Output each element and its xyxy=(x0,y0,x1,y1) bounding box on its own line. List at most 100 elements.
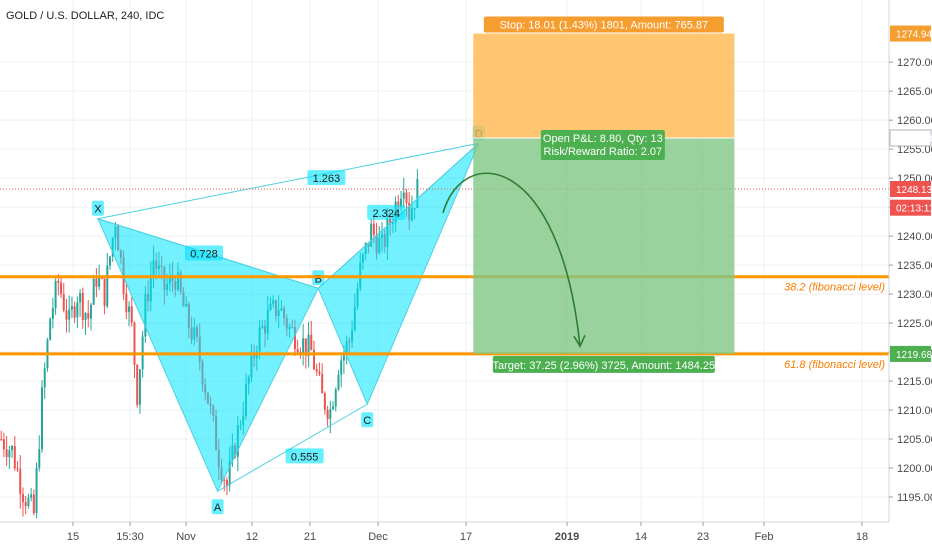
candle-body xyxy=(13,446,16,469)
candle-body xyxy=(24,502,27,507)
price-tick-label: 1215.00 xyxy=(897,376,932,388)
short-position[interactable]: Stop: 18.01 (1.43%) 1801, Amount: 765.87… xyxy=(473,16,735,373)
candle-body xyxy=(70,306,73,310)
price-badge-text: 1256.93 xyxy=(896,134,932,145)
candle-body xyxy=(8,450,11,458)
pattern-line-ac xyxy=(217,403,368,492)
candle-body xyxy=(370,223,373,247)
price-badge-bg xyxy=(890,180,931,197)
target-zone[interactable] xyxy=(473,137,735,354)
candle-body xyxy=(321,373,324,394)
price-tick-label: 1210.00 xyxy=(897,405,932,417)
target-label-bg xyxy=(492,355,715,373)
projection-path[interactable] xyxy=(442,172,581,347)
price-tick-label: 1230.00 xyxy=(897,289,932,301)
price-badges: 1274.94 1256.93 1248.13 02:13:11 1219.68 xyxy=(889,25,932,362)
candle-body xyxy=(416,179,419,209)
candle-body xyxy=(98,277,101,287)
candle-body xyxy=(54,280,57,309)
candle-body xyxy=(296,349,299,352)
pattern-point-a[interactable]: A xyxy=(211,499,224,515)
time-tick-label: 14 xyxy=(635,531,647,543)
candle-body xyxy=(125,293,128,313)
candle-body xyxy=(402,192,405,199)
fib-label: 38.2 (fibonacci level) xyxy=(784,282,885,294)
candle-body xyxy=(95,278,98,287)
candle-body xyxy=(332,406,335,410)
candle-body xyxy=(103,278,106,307)
candle-body xyxy=(225,480,228,486)
stop-label-bg xyxy=(483,16,724,33)
pattern-point-x[interactable]: X xyxy=(91,200,104,216)
candle-body xyxy=(89,304,92,319)
projection-arrow[interactable] xyxy=(442,172,586,348)
candle-body xyxy=(400,198,403,208)
target-label: Target: 37.25 (2.96%) 3725, Amount: 1484… xyxy=(492,355,715,373)
time-tick-label: 2019 xyxy=(555,531,579,543)
candle-body xyxy=(313,350,315,370)
candle-body xyxy=(35,467,38,514)
price-tick-label: 1260.00 xyxy=(897,115,932,127)
price-badge-bg xyxy=(890,25,931,42)
projection-arrowhead xyxy=(573,334,586,348)
candle-body xyxy=(57,280,60,283)
time-tick-label: Feb xyxy=(755,531,774,543)
time-tick-label: 21 xyxy=(304,531,316,543)
pattern-point-badge xyxy=(91,200,104,216)
pattern-ratio-label: 2.324 xyxy=(372,208,400,220)
pattern-ratio-badge xyxy=(185,245,223,261)
pattern-ratio: 0.728 xyxy=(185,245,223,261)
price-badge-plain: 1256.93 xyxy=(889,129,932,147)
candle-body xyxy=(128,306,131,313)
candle-body xyxy=(302,338,305,353)
candle-body xyxy=(372,223,375,235)
price-badge-text: 1274.94 xyxy=(896,30,932,41)
price-badge-text: 1248.13 xyxy=(896,185,932,196)
candle-body xyxy=(76,302,79,318)
pattern-ratio-label: 0.555 xyxy=(291,451,319,463)
price-badge-bg xyxy=(889,129,932,147)
time-tick-label: 15:30 xyxy=(116,531,144,543)
pattern-ratio-label: 0.728 xyxy=(190,249,218,261)
pattern-ratio-badge xyxy=(367,204,406,220)
open-pnl-bg xyxy=(540,129,665,160)
time-tick-label: 12 xyxy=(246,531,258,543)
candle-body xyxy=(397,201,400,208)
price-badge-text: 1219.68 xyxy=(896,350,932,361)
fibonacci-levels[interactable]: 38.2 (fibonacci level) 61.8 (fibonacci le… xyxy=(0,188,889,371)
candle-body xyxy=(389,218,392,225)
candle-body xyxy=(51,308,54,319)
price-tick-label: 1205.00 xyxy=(897,434,932,446)
candle-body xyxy=(79,293,82,303)
candle-body xyxy=(318,371,321,374)
price-tick-label: 1225.00 xyxy=(897,318,932,330)
time-tick-label: 17 xyxy=(460,531,472,543)
stop-zone[interactable] xyxy=(473,33,735,138)
candle-body xyxy=(41,387,43,450)
candle-body xyxy=(16,468,19,470)
pattern-point-c[interactable]: C xyxy=(361,412,374,428)
time-tick-label: 18 xyxy=(856,531,868,543)
price-badge-stop: 1274.94 xyxy=(890,25,932,42)
candle-body xyxy=(340,360,343,375)
candle-body xyxy=(337,374,340,390)
price-tick-label: 1240.00 xyxy=(897,231,932,243)
price-badge-target: 1219.68 xyxy=(890,345,932,362)
candle-body xyxy=(68,309,71,320)
pattern-ratio-badge xyxy=(307,170,346,186)
candle-body xyxy=(87,313,90,319)
pattern-ratio: 2.324 xyxy=(367,204,406,220)
price-badge-bg xyxy=(890,199,931,216)
candle-body xyxy=(11,446,14,451)
pattern-point-badge xyxy=(361,412,374,428)
open-pnl-text: Open P&L: 8.80, Qty: 13 xyxy=(543,133,663,145)
candle-body xyxy=(307,334,310,356)
candle-body xyxy=(100,277,103,279)
price-badge-bg xyxy=(890,345,931,362)
pattern-ratio-label: 1.263 xyxy=(313,173,341,185)
candle-body xyxy=(323,393,326,410)
candle-body xyxy=(329,409,332,420)
